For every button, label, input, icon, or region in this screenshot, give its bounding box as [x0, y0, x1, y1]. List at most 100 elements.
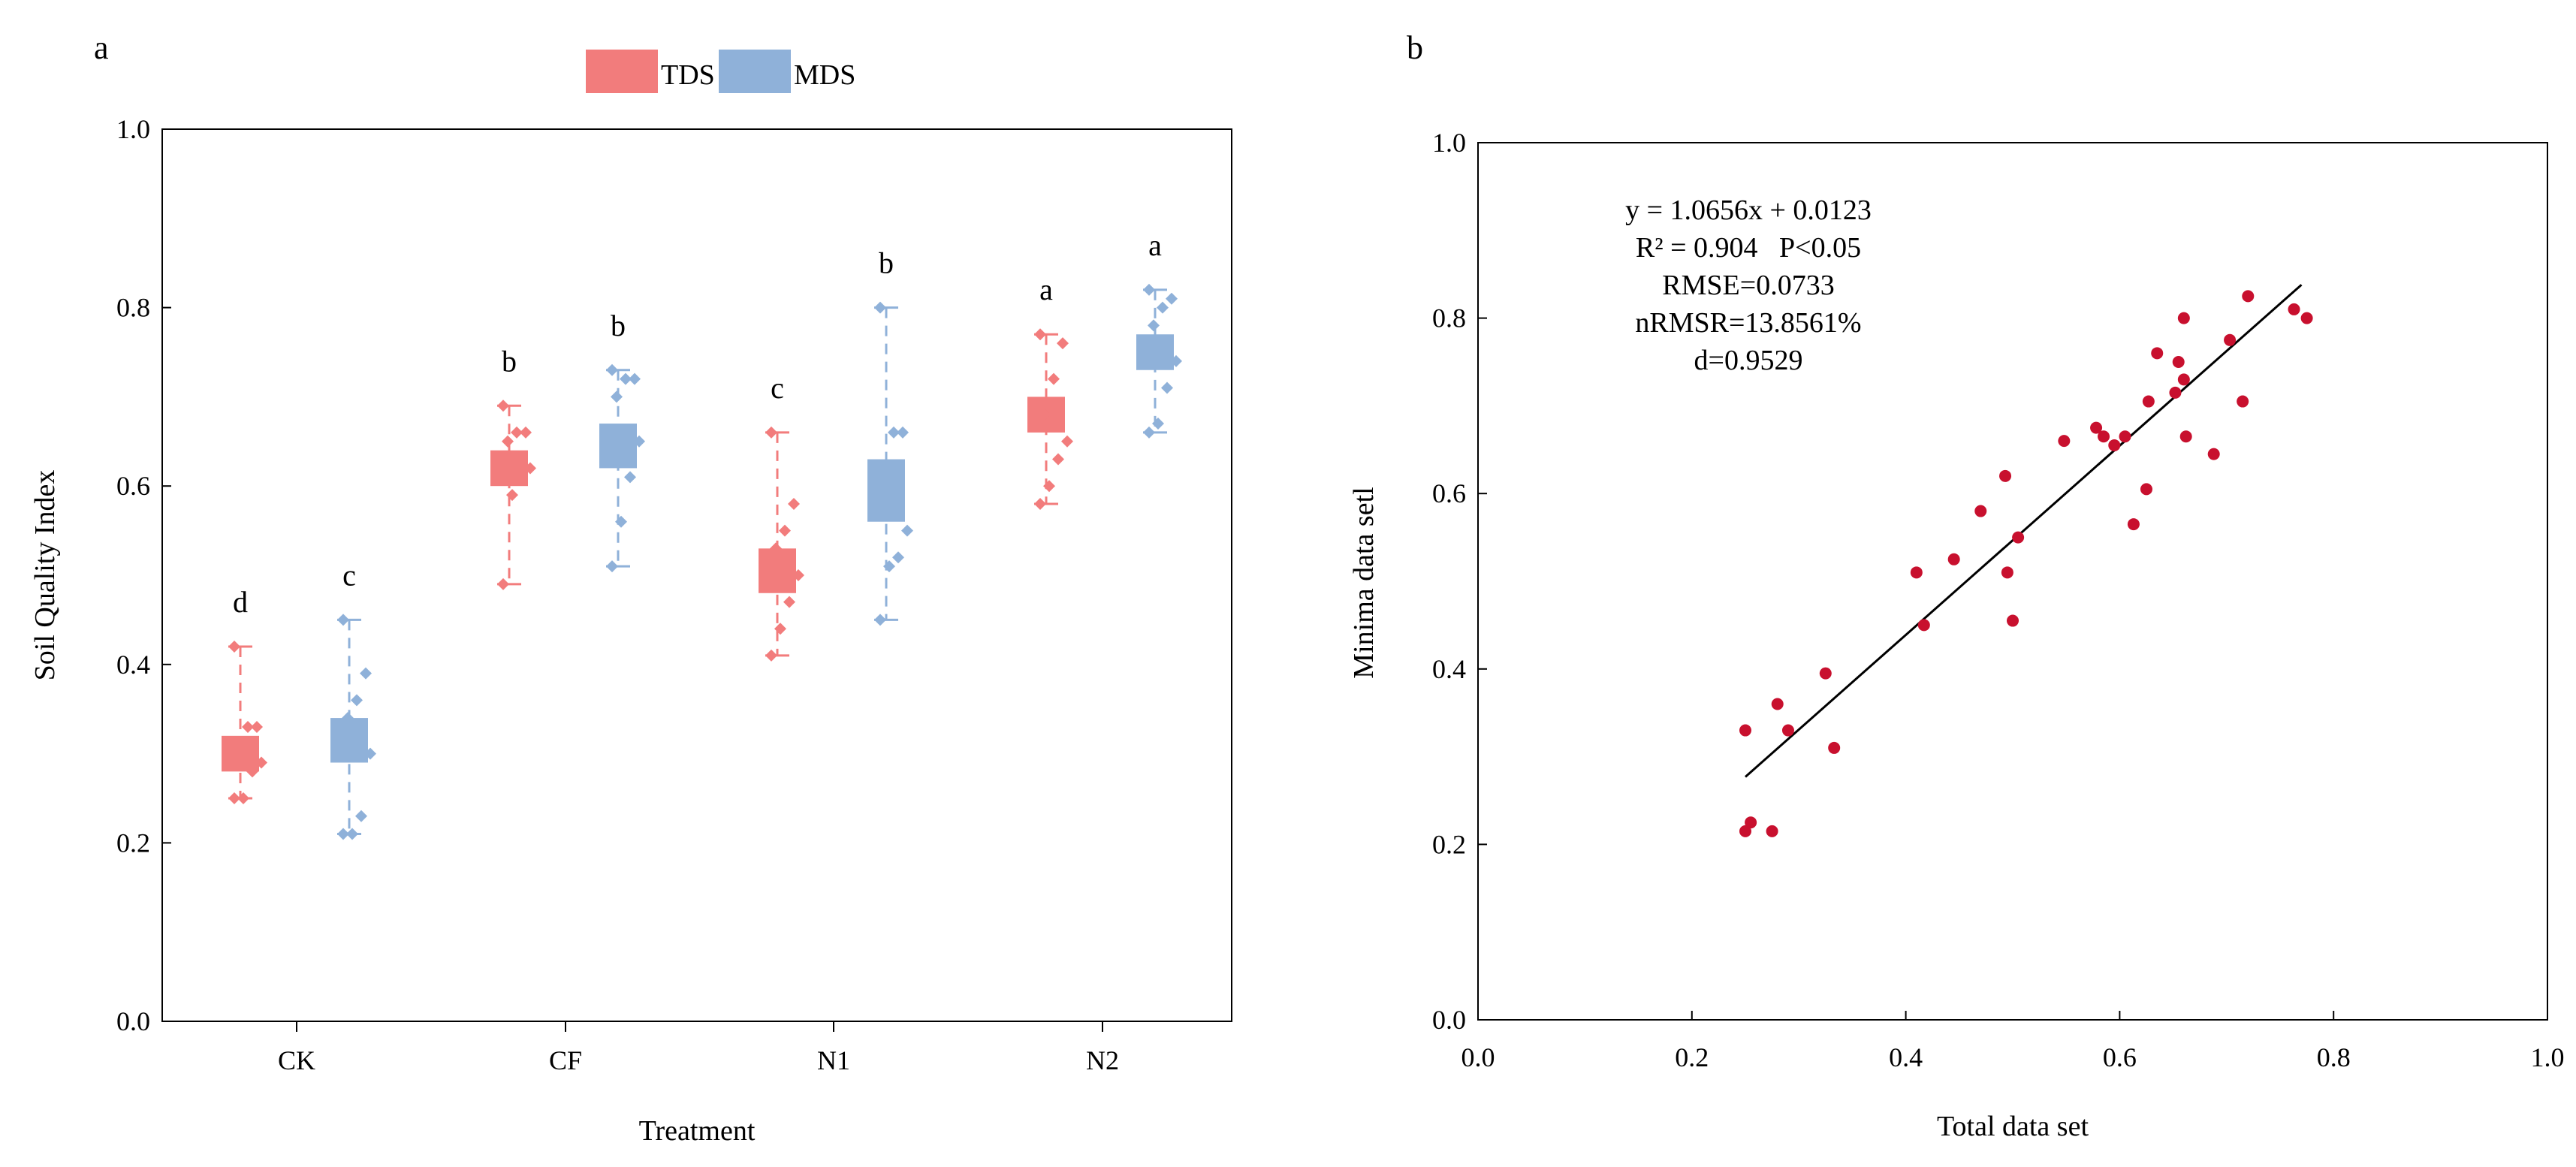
data-point: [633, 435, 645, 448]
box-tds-ck: d: [222, 585, 267, 804]
scatter-point: [2242, 290, 2255, 303]
legend-swatch-tds: [586, 50, 658, 93]
legend-swatch-mds: [719, 50, 791, 93]
x-axis-title-a: Treatment: [639, 1115, 756, 1147]
scatter-point: [1745, 816, 1757, 829]
scatter-point: [2127, 518, 2140, 531]
data-point: [779, 524, 791, 537]
data-point: [1157, 301, 1169, 314]
scatter-point: [2237, 395, 2249, 408]
data-point: [502, 435, 514, 448]
data-point: [1039, 409, 1051, 421]
data-point: [242, 720, 254, 733]
box-mds-cf: b: [599, 309, 645, 573]
data-point: [1048, 372, 1060, 385]
data-point: [783, 596, 795, 608]
significance-letter: a: [1148, 228, 1162, 262]
x-tick-label: N2: [1086, 1045, 1119, 1075]
data-point: [1034, 497, 1046, 510]
scatter-point: [1819, 667, 1832, 680]
data-point: [620, 372, 632, 385]
data-point: [520, 426, 532, 439]
data-point: [879, 480, 891, 493]
data-point: [611, 391, 623, 403]
regression-annotation: y = 1.0656x + 0.0123 R² = 0.904 P<0.05 R…: [1625, 194, 1872, 376]
box-mds-n2: a: [1136, 228, 1182, 439]
y-tick-label: 0.8: [116, 293, 150, 323]
data-point: [255, 756, 267, 769]
scatter-point: [1974, 505, 1987, 517]
data-point: [355, 810, 367, 822]
data-point: [1034, 328, 1046, 341]
data-point: [606, 560, 618, 573]
scatter-point: [2098, 430, 2110, 443]
x-tick-label: 0.8: [2317, 1042, 2351, 1072]
x-tick-label: 0.6: [2103, 1042, 2137, 1072]
data-point: [788, 497, 800, 510]
legend-label-tds: TDS: [661, 59, 715, 91]
scatter-point: [1739, 825, 1751, 837]
scatter-point: [2007, 614, 2019, 627]
y-tick-label: 0.0: [116, 1006, 150, 1036]
data-point: [511, 426, 523, 439]
data-point: [237, 792, 249, 804]
significance-letter: c: [342, 558, 356, 592]
y-tick-label: 0.2: [1432, 829, 1466, 859]
x-axis-ticks-a: CK CF N1 N2: [278, 1021, 1119, 1075]
x-axis-title-b: Total data set: [1937, 1111, 2089, 1142]
significance-letter: b: [879, 246, 894, 280]
scatter-point: [2169, 386, 2182, 399]
significance-letter: b: [502, 344, 517, 378]
y-tick-label: 1.0: [1432, 128, 1466, 158]
scatter-point: [2207, 448, 2220, 460]
scatter-point: [2058, 435, 2071, 448]
y-tick-label: 0.6: [116, 471, 150, 501]
box-body: [1136, 334, 1174, 370]
regression-line: [1745, 284, 2303, 778]
y-tick-label: 0.4: [116, 650, 150, 680]
scatter-point: [2090, 421, 2103, 434]
y-tick-label: 0.2: [116, 828, 150, 858]
plot-frame-b: [1477, 142, 2548, 1021]
scatter-point: [1771, 698, 1784, 710]
data-point: [874, 614, 886, 626]
x-tick-label: N1: [817, 1045, 850, 1075]
data-point: [1057, 337, 1069, 350]
data-point: [515, 471, 527, 484]
panel-b-label: b: [1407, 29, 1423, 66]
y-tick-label: 0.4: [1432, 654, 1466, 684]
data-point: [524, 462, 536, 475]
scatter-point: [2108, 439, 2121, 451]
y-tick-label: 1.0: [116, 114, 150, 144]
scatter-point: [1910, 566, 1923, 579]
scatter-point: [2224, 333, 2237, 346]
data-point: [337, 614, 349, 626]
data-point: [765, 649, 777, 662]
significance-letter: b: [611, 309, 626, 342]
box-tds-cf: b: [490, 344, 536, 590]
x-axis-ticks-b: 0.0 0.2 0.4 0.6 0.8 1.0: [1461, 1011, 2565, 1072]
box-mds-n1: b: [867, 246, 913, 626]
data-point: [364, 747, 376, 760]
legend: TDS MDS: [586, 50, 855, 93]
y-tick-label: 0.8: [1432, 303, 1466, 333]
data-point: [1148, 319, 1160, 332]
scatter-point: [2300, 312, 2313, 324]
d-text: d=0.9529: [1694, 345, 1803, 376]
plot-frame-a: [161, 128, 1232, 1022]
scatter-point: [2119, 430, 2131, 443]
scatter-point: [2172, 356, 2185, 368]
significance-letter: c: [771, 371, 784, 405]
scatter-point: [1766, 825, 1778, 837]
data-point: [1061, 435, 1073, 448]
scatter-point: [2140, 483, 2152, 496]
data-point: [233, 747, 245, 760]
data-point: [615, 515, 627, 528]
scatter-point: [2142, 395, 2155, 408]
data-point: [770, 542, 782, 555]
scatter-point: [2177, 312, 2190, 324]
data-point: [888, 426, 900, 439]
data-point: [337, 828, 349, 840]
data-point: [351, 694, 363, 707]
scatter-point: [1781, 724, 1794, 737]
